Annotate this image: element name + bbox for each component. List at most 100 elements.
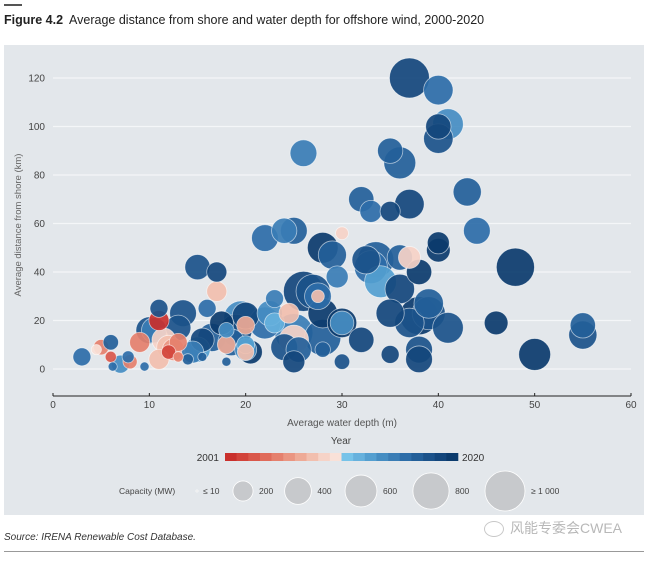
size-legend-label: 400 [317, 486, 331, 496]
figure-title-text: Average distance from shore and water de… [69, 13, 485, 27]
x-tick-label: 40 [433, 400, 445, 411]
bubble [172, 351, 184, 363]
bubble [359, 199, 383, 223]
y-axis-ticks: 0 20 40 60 80 100 120 [28, 74, 45, 376]
bubble [413, 288, 444, 319]
bubble [104, 350, 117, 363]
bubble [181, 353, 194, 366]
bubble [325, 265, 349, 289]
x-tick-label: 30 [336, 400, 348, 411]
size-legend-bubble [195, 489, 199, 493]
watermark: 风能专委会CWEA [484, 518, 622, 538]
bubble [282, 350, 306, 374]
x-axis: 0 10 20 30 40 50 60 [50, 393, 637, 411]
color-legend-swatch [434, 453, 447, 461]
bubble [348, 326, 375, 353]
bubble [380, 345, 400, 364]
size-legend-label: ≤ 10 [203, 486, 220, 496]
y-tick-label: 60 [34, 219, 46, 230]
y-tick-label: 0 [39, 365, 45, 376]
bubble [317, 240, 347, 270]
bubble [432, 312, 464, 344]
bubble [425, 113, 452, 140]
x-tick-label: 20 [240, 400, 252, 411]
bubble [72, 347, 92, 367]
color-legend-swatch [446, 453, 459, 461]
bubble [311, 289, 325, 304]
x-tick-label: 60 [625, 400, 637, 411]
y-axis-label: Average distance from shore (km) [13, 154, 24, 297]
bubble [452, 177, 482, 207]
bubble [423, 74, 454, 106]
color-legend-swatch [423, 453, 435, 461]
bubble [265, 289, 284, 309]
color-legend-swatch [306, 453, 319, 461]
color-legend-swatch [399, 453, 412, 461]
bubble [264, 312, 286, 334]
bubble [149, 299, 169, 318]
bubble [405, 345, 433, 374]
gridlines [53, 77, 631, 370]
color-legend-swatch [271, 453, 284, 461]
size-legend-label: 600 [383, 486, 397, 496]
bubble [102, 334, 119, 351]
color-legend-swatch [353, 453, 366, 461]
bubble [271, 217, 298, 244]
wechat-icon [484, 521, 504, 538]
bubble [569, 312, 596, 339]
bubble [129, 331, 151, 353]
figure-title: Figure 4.2 Average distance from shore an… [4, 13, 484, 27]
color-legend-swatch [294, 453, 307, 461]
color-legend-title: Year [331, 436, 352, 447]
bubble [333, 353, 351, 370]
year-color-legend: Year 2001 2020 [197, 436, 485, 464]
size-legend-bubble [484, 470, 526, 512]
bubble [426, 231, 450, 255]
x-axis-label: Average water depth (m) [287, 418, 397, 429]
color-legend-swatch [259, 453, 272, 461]
bubble [377, 137, 404, 164]
bubble [398, 246, 421, 269]
color-legend-swatch [318, 453, 331, 461]
bubble [463, 216, 491, 245]
bubble [121, 350, 135, 364]
capacity-size-legend: Capacity (MW) ≤ 10 200 400 600 800 ≥ 1 000 [119, 470, 560, 512]
color-legend-swatch [341, 453, 354, 461]
color-legend-swatch [236, 453, 249, 461]
bubble [107, 361, 118, 372]
y-tick-label: 40 [34, 268, 46, 279]
bubble [329, 310, 355, 336]
bubble [217, 335, 236, 355]
color-legend-swatch [283, 453, 296, 461]
bubble [236, 315, 256, 335]
bubble [184, 254, 211, 281]
x-tick-label: 10 [144, 400, 156, 411]
bubbles [72, 57, 598, 374]
y-tick-label: 100 [28, 122, 45, 133]
bubble [221, 356, 232, 367]
size-legend-bubble [284, 477, 312, 505]
source-note: Source: IRENA Renewable Cost Database. [4, 532, 196, 543]
x-tick-label: 0 [50, 400, 56, 411]
color-legend-swatch [411, 453, 424, 461]
bubble [197, 351, 208, 362]
bubble [518, 338, 552, 371]
size-legend-bubble [412, 472, 450, 510]
y-tick-label: 20 [34, 316, 46, 327]
bubble [314, 341, 331, 358]
color-legend-min-label: 2001 [197, 453, 220, 464]
color-legend-swatch [376, 453, 389, 461]
size-legend-title: Capacity (MW) [119, 486, 175, 496]
bubble [278, 302, 300, 324]
bubble [375, 298, 405, 328]
x-tick-label: 50 [529, 400, 541, 411]
size-legend-label: 200 [259, 486, 273, 496]
bubble [483, 310, 509, 336]
bubble [206, 261, 228, 283]
bubble [351, 245, 381, 275]
bubble [139, 361, 150, 372]
bubble [379, 200, 401, 222]
bubble [237, 343, 255, 361]
bottom-divider [4, 551, 644, 552]
